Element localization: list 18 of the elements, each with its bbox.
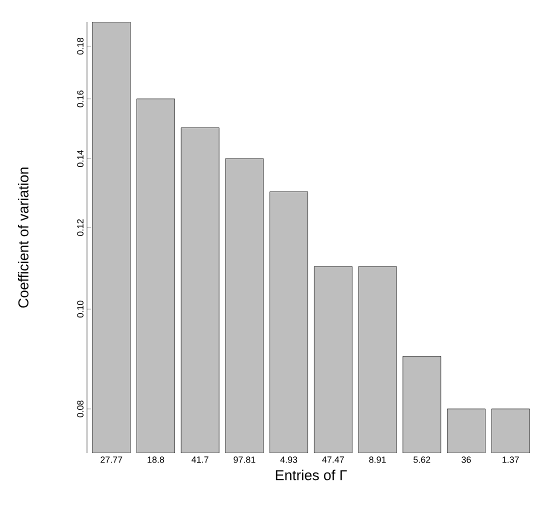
x-tick-label: 18.8 <box>148 456 164 463</box>
x-tick-label: 8.91 <box>369 456 386 463</box>
x-tick-label: 4.93 <box>280 456 298 463</box>
x-tick-label: 97.81 <box>234 456 256 463</box>
y-tick-label: 0.14 <box>77 150 84 167</box>
x-tick-label: 5.62 <box>414 456 430 463</box>
y-tick-label: 0.10 <box>77 300 84 318</box>
y-tick-label: 0.08 <box>77 400 84 418</box>
x-tick-label: 41.7 <box>192 456 208 463</box>
x-tick-label: 36 <box>462 456 471 463</box>
x-axis-title: Entries of Γ <box>276 470 347 480</box>
x-tick-label: 47.47 <box>322 456 344 463</box>
x-tick-label: 1.37 <box>502 456 519 463</box>
y-axis-title: Coefficient of variation <box>18 168 28 308</box>
x-tick-label: 27.77 <box>100 456 122 463</box>
y-tick-label: 0.12 <box>77 219 84 236</box>
y-tick-label: 0.18 <box>77 38 84 55</box>
y-tick-label: 0.16 <box>77 90 84 108</box>
